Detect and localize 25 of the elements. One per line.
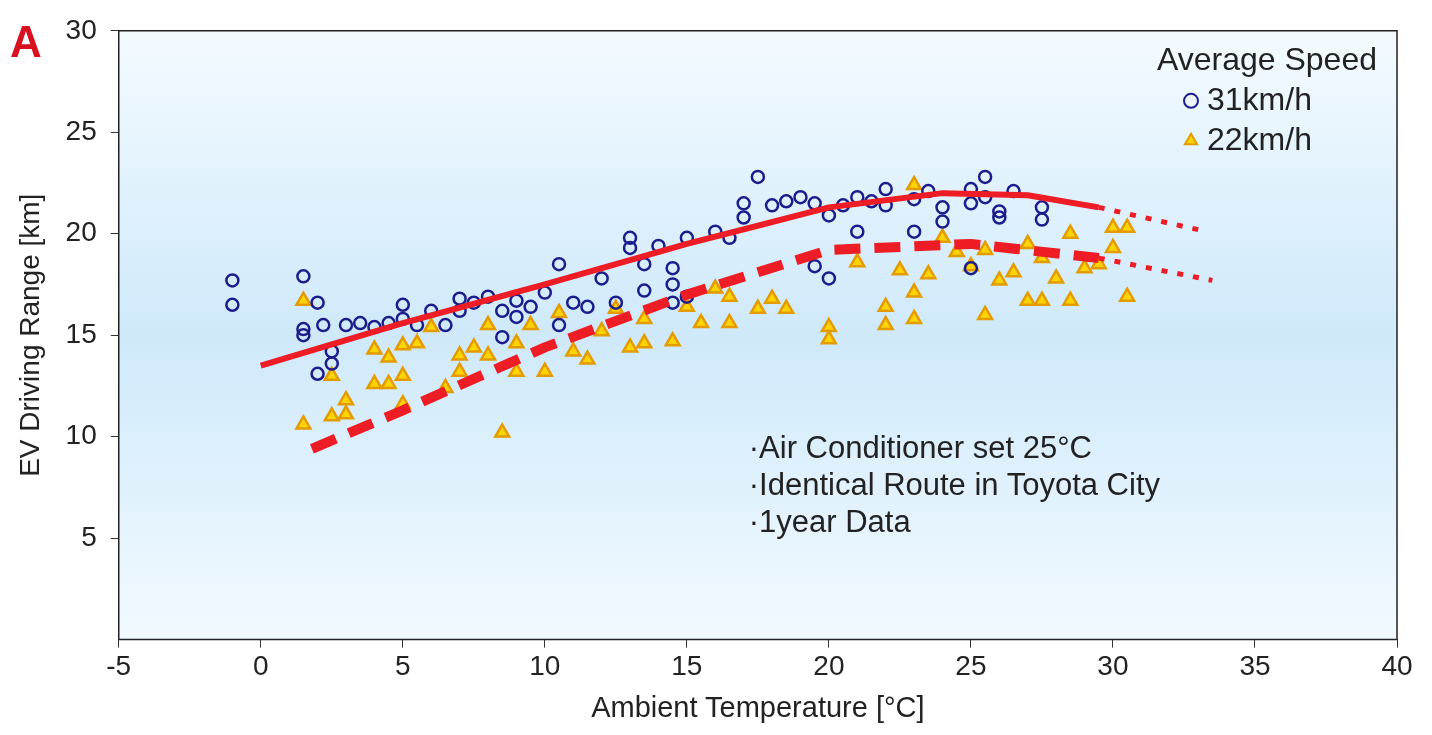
x-tick-label: 0 <box>252 650 269 682</box>
x-tick-label: 30 <box>1097 650 1129 682</box>
legend-title: Average Speed <box>1156 40 1377 77</box>
y-tick-label: 15 <box>65 317 97 349</box>
y-tick-label: 10 <box>65 419 97 451</box>
x-tick-label: -5 <box>106 650 132 682</box>
x-tick-label: 35 <box>1239 650 1271 682</box>
y-tick-label: 5 <box>81 520 97 552</box>
chart-title: A <box>10 16 42 66</box>
x-axis-title: Ambient Temperature [°C] <box>591 690 925 723</box>
y-axis-title: EV Driving Range [km] <box>13 193 45 477</box>
annotation: ·Identical Route in Toyota City <box>748 467 1161 503</box>
annotation: ·1year Data <box>748 504 912 540</box>
x-tick-label: 10 <box>529 650 561 682</box>
x-tick-label: 20 <box>813 650 845 682</box>
x-tick-label: 5 <box>395 650 411 682</box>
x-tick-label: 25 <box>955 650 987 682</box>
y-tick-label: 25 <box>65 114 97 146</box>
x-tick-label: 15 <box>671 650 703 682</box>
legend-label: 31km/h <box>1207 80 1312 117</box>
x-tick-label: 40 <box>1381 650 1413 682</box>
y-tick-label: 30 <box>65 13 97 45</box>
annotation: ·Air Conditioner set 25°C <box>748 430 1092 466</box>
y-tick-label: 20 <box>65 216 97 248</box>
legend-label: 22km/h <box>1207 120 1312 157</box>
